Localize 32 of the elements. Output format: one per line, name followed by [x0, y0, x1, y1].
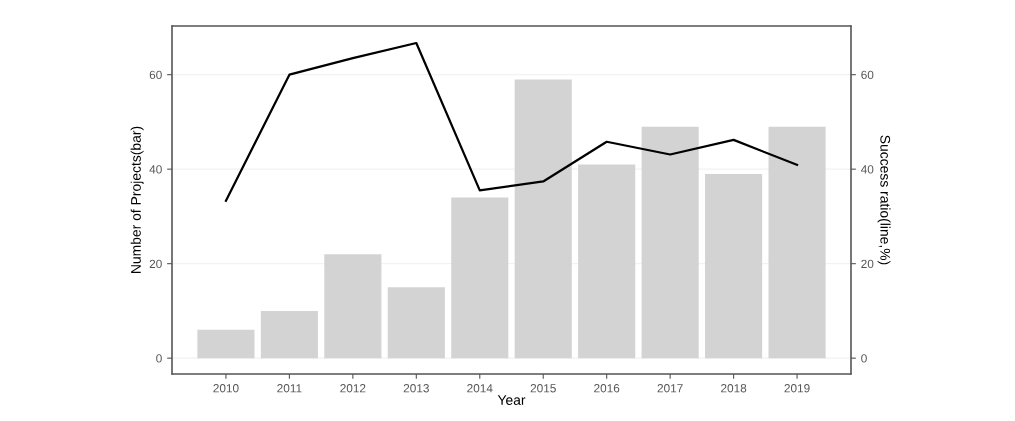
x-tick-label: 2018 — [721, 384, 747, 393]
bar — [197, 329, 255, 359]
y2-tick-label: 20 — [861, 259, 874, 269]
y-tick-label: 40 — [149, 165, 162, 174]
y-tick-label: 20 — [149, 259, 162, 269]
y2-tick-label: 60 — [861, 70, 874, 80]
y2-tick-label: 40 — [860, 165, 874, 174]
y-axis-title: Number of Projects(bar) — [130, 126, 144, 273]
x-tick-label: 2014 — [467, 384, 493, 393]
x-tick-label: 2015 — [530, 384, 556, 393]
x-tick-label: 2010 — [213, 384, 239, 393]
x-tick-label: 2019 — [784, 384, 810, 393]
bar — [641, 126, 699, 359]
y2-axis-title: Success ratio(line,%) — [877, 135, 891, 265]
x-tick-label: 2016 — [594, 384, 620, 393]
bar — [705, 173, 763, 359]
bar — [324, 254, 382, 359]
x-axis-title: Year — [497, 395, 526, 405]
y2-tick-label: 0 — [861, 354, 867, 363]
bar — [451, 197, 509, 359]
x-tick-label: 2011 — [277, 384, 302, 393]
bar — [260, 310, 318, 359]
y-tick-label: 60 — [149, 70, 162, 80]
bar — [514, 79, 572, 359]
x-tick-label: 2017 — [657, 384, 683, 393]
x-tick-label: 2013 — [403, 384, 429, 393]
x-tick-label: 2012 — [340, 384, 366, 393]
bar — [768, 126, 826, 359]
line-series — [224, 41, 799, 202]
bar — [578, 164, 636, 359]
bar — [387, 287, 445, 359]
y-tick-label: 0 — [156, 354, 162, 363]
